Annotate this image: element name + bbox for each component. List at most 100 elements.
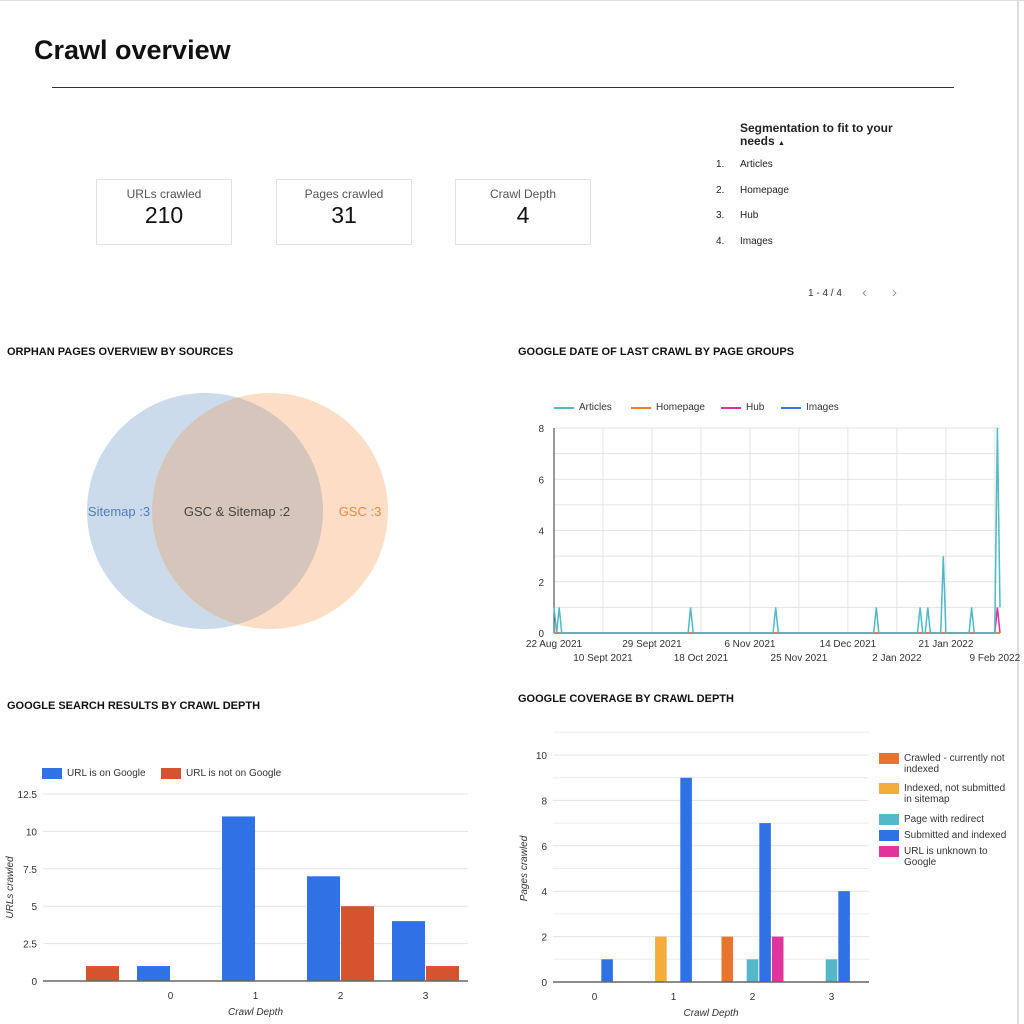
y-tick-label: 10 xyxy=(536,751,548,762)
x-tick-label: 2 Jan 2022 xyxy=(872,653,922,664)
legend-item[interactable]: Indexed, not submitted in sitemap xyxy=(879,783,1014,805)
pagination-label: 1 - 4 / 4 xyxy=(808,288,842,299)
legend-swatch xyxy=(879,830,899,841)
y-axis-title: URLs crawled xyxy=(5,856,16,919)
bar xyxy=(601,959,613,982)
x-tick-label: 0 xyxy=(168,991,174,1002)
legend-item[interactable]: Page with redirect xyxy=(879,814,1014,825)
x-tick-label: 14 Dec 2021 xyxy=(820,639,877,650)
venn-label-sitemap: Sitemap :3 xyxy=(88,504,150,519)
row-number: 1. xyxy=(716,159,725,170)
list-item: 3. Hub xyxy=(716,210,758,221)
kpi-crawl-depth: Crawl Depth 4 xyxy=(455,179,591,245)
legend-item[interactable]: URL is not on Google xyxy=(161,768,281,779)
y-tick-label: 0 xyxy=(538,629,544,640)
section-title-search-results: GOOGLE SEARCH RESULTS BY CRAWL DEPTH xyxy=(7,700,261,712)
legend-swatch xyxy=(721,406,741,409)
y-tick-label: 8 xyxy=(538,424,544,435)
y-tick-label: 4 xyxy=(538,527,544,538)
list-item: 2. Homepage xyxy=(716,185,789,196)
bar xyxy=(838,891,850,982)
row-number: 4. xyxy=(716,236,725,247)
x-tick-label: 29 Sept 2021 xyxy=(622,639,682,650)
section-title-last-crawl: GOOGLE DATE OF LAST CRAWL BY PAGE GROUPS xyxy=(518,346,795,358)
kpi-value: 4 xyxy=(516,202,530,228)
y-tick-label: 5 xyxy=(31,902,37,913)
legend-item[interactable]: Images xyxy=(781,402,839,413)
kpi-label: URLs crawled xyxy=(126,187,202,201)
legend-swatch xyxy=(879,783,899,794)
row-label: Hub xyxy=(740,210,759,221)
row-number: 2. xyxy=(716,185,725,196)
y-tick-label: 0 xyxy=(541,978,547,989)
x-tick-label: 22 Aug 2021 xyxy=(526,639,583,650)
kpi-label: Crawl Depth xyxy=(489,187,557,201)
row-label: Homepage xyxy=(740,185,789,196)
kpi-value: 210 xyxy=(144,202,184,228)
y-tick-label: 6 xyxy=(538,475,544,486)
bar xyxy=(825,959,838,982)
legend-swatch xyxy=(879,846,899,857)
kpi-urls-crawled: URLs crawled 210 xyxy=(96,179,232,245)
x-axis-title: Crawl Depth xyxy=(228,1007,283,1018)
y-axis-title: Pages crawled xyxy=(519,835,530,901)
segmentation-header[interactable]: Segmentation to fit to your needs ▲ xyxy=(740,122,910,150)
legend-item[interactable]: Hub xyxy=(721,402,764,413)
x-tick-label: 21 Jan 2022 xyxy=(918,639,973,650)
legend-label: Articles xyxy=(579,402,612,413)
kpi-value: 31 xyxy=(331,202,357,228)
y-tick-label: 6 xyxy=(541,842,547,853)
x-tick-label: 18 Oct 2021 xyxy=(674,653,729,664)
legend-item[interactable]: Homepage xyxy=(631,402,705,413)
title-divider xyxy=(52,87,954,88)
bar xyxy=(392,921,425,981)
x-tick-label: 3 xyxy=(829,992,835,1003)
y-tick-label: 2 xyxy=(541,933,547,944)
row-label: Images xyxy=(740,236,773,247)
bar xyxy=(86,966,119,981)
bar xyxy=(426,966,459,981)
legend-label: Indexed, not submitted in sitemap xyxy=(904,783,1006,805)
x-tick-label: 10 Sept 2021 xyxy=(573,653,633,664)
legend-label: Page with redirect xyxy=(904,814,985,825)
bar xyxy=(721,936,734,982)
x-tick-label: 25 Nov 2021 xyxy=(771,653,828,664)
legend-label: Hub xyxy=(746,402,765,413)
x-tick-label: 6 Nov 2021 xyxy=(724,639,776,650)
legend-item[interactable]: URL is unknown to Google xyxy=(879,846,1014,868)
bar xyxy=(759,823,771,982)
venn-label-intersection: GSC & Sitemap :2 xyxy=(184,504,290,519)
legend-swatch xyxy=(879,753,899,764)
legend-item[interactable]: Articles xyxy=(554,402,612,413)
chevron-right-icon[interactable]: › xyxy=(892,284,897,301)
page-title: Crawl overview xyxy=(34,35,231,65)
bar xyxy=(341,906,374,981)
legend-item[interactable]: URL is on Google xyxy=(42,768,146,779)
chevron-left-icon[interactable]: ‹ xyxy=(862,284,867,301)
list-item: 1. Articles xyxy=(716,159,773,170)
y-tick-label: 0 xyxy=(31,977,37,988)
x-tick-label: 9 Feb 2022 xyxy=(970,653,1021,664)
y-tick-label: 4 xyxy=(541,887,547,898)
bar xyxy=(222,816,255,981)
x-tick-label: 1 xyxy=(671,992,677,1003)
x-axis-title: Crawl Depth xyxy=(683,1008,738,1019)
section-title-orphan: ORPHAN PAGES OVERVIEW BY SOURCES xyxy=(7,346,234,358)
y-tick-label: 7.5 xyxy=(23,865,37,876)
bar xyxy=(137,966,170,981)
section-title-coverage: GOOGLE COVERAGE BY CRAWL DEPTH xyxy=(518,693,734,705)
y-tick-label: 8 xyxy=(541,796,547,807)
x-tick-label: 2 xyxy=(750,992,756,1003)
line-series-articles xyxy=(553,427,1001,634)
y-tick-label: 10 xyxy=(26,827,38,838)
x-tick-label: 3 xyxy=(423,991,429,1002)
legend-item[interactable]: Submitted and indexed xyxy=(879,830,1014,841)
row-label: Articles xyxy=(740,159,773,170)
page-border xyxy=(1017,1,1019,1024)
bar xyxy=(655,936,667,982)
legend-swatch xyxy=(781,406,801,409)
sort-asc-icon[interactable]: ▲ xyxy=(778,140,785,147)
legend-item[interactable]: Crawled - currently not indexed xyxy=(879,753,1014,775)
